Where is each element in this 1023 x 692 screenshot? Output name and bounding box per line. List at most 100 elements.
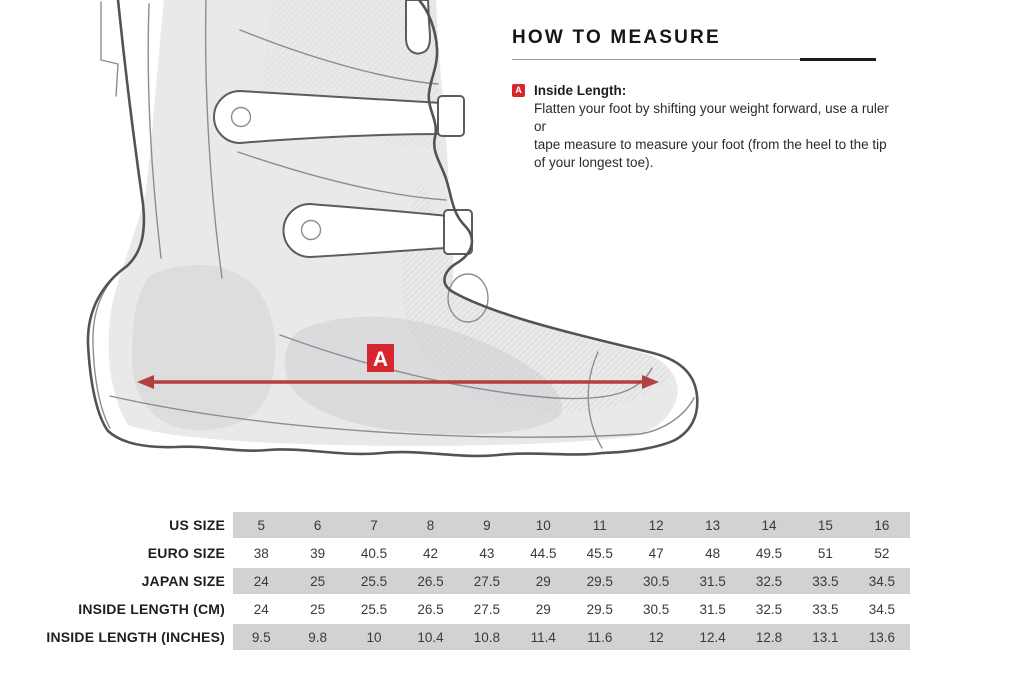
size-cell: 10 (535, 517, 551, 533)
size-cell: 13.1 (812, 629, 839, 645)
size-cell: 13.6 (868, 629, 895, 645)
size-cell: 12.4 (699, 629, 726, 645)
size-cell: 12.8 (755, 629, 783, 645)
size-row-cells: 9.5 9.8 10 10.4 10.8 11.4 11.6 12 12.4 12.8 13.1 13… (233, 624, 910, 650)
marker-a-badge: A (367, 344, 394, 372)
size-cell: 33.5 (812, 573, 839, 589)
size-cell: 38 (253, 545, 269, 561)
size-row-label: INSIDE LENGTH (INCHES) (46, 629, 225, 645)
size-cell: 6 (313, 517, 322, 533)
boot-shading-heel (132, 264, 276, 431)
size-cell: 47 (648, 545, 664, 561)
boot-top-cut-line (100, 1, 119, 97)
size-row-label: JAPAN SIZE (141, 573, 225, 589)
size-cell: 44.5 (530, 545, 557, 561)
size-cell: 40.5 (360, 545, 388, 561)
heading-rule-accent (800, 58, 876, 61)
size-cell: 13 (705, 517, 721, 533)
size-cell: 11 (592, 517, 607, 533)
size-cell: 33.5 (812, 601, 839, 617)
table-row: INSIDE LENGTH (INCHES) 9.5 9.8 10 10.4 10.8 11… (0, 623, 915, 651)
size-cell: 29.5 (586, 573, 613, 589)
size-cell: 52 (874, 545, 890, 561)
size-cell: 32.5 (755, 573, 783, 589)
boot-strap-ankle (282, 203, 449, 258)
size-row-label: US SIZE (169, 517, 225, 533)
table-row: JAPAN SIZE 24 25 25.5 26.5 27.5 29 29.5 30.5 31.5… (0, 567, 915, 595)
size-cell: 25 (310, 573, 326, 589)
size-cell: 31.5 (699, 601, 726, 617)
size-cell: 29.5 (586, 601, 613, 617)
size-cell: 29 (535, 601, 551, 617)
size-cell: 43 (479, 545, 495, 561)
size-cell: 31.5 (699, 573, 726, 589)
size-cell: 10.4 (417, 629, 444, 645)
size-cell: 27.5 (473, 573, 501, 589)
size-row-cells: 24 25 25.5 26.5 27.5 29 29.5 30.5 31.5 32.5 33.5 34… (233, 568, 910, 594)
size-cell: 30.5 (643, 573, 670, 589)
boot-arch-line (279, 334, 653, 400)
boot-buckle-upper (437, 95, 465, 137)
size-cell: 15 (817, 517, 833, 533)
boot-strap-ankle-pin (300, 219, 322, 241)
size-cell: 29 (535, 573, 551, 589)
size-cell: 12 (648, 517, 664, 533)
size-cell: 9 (483, 517, 491, 533)
size-table-rows: US SIZE 5 6 7 8 9 10 11 12 13 14 15 16 EURO SIZE 38 39 4… (0, 511, 915, 651)
size-cell: 32.5 (755, 601, 783, 617)
size-cell: 25 (310, 601, 326, 617)
boot-sole-line (109, 395, 695, 438)
size-cell: 10.8 (473, 629, 501, 645)
size-cell: 25.5 (360, 573, 388, 589)
marker-a-badge-small: A (512, 84, 525, 97)
size-cell: 26.5 (417, 573, 444, 589)
size-cell: 7 (370, 517, 378, 533)
boot-panel-line (204, 0, 223, 279)
size-cell: 34.5 (868, 573, 895, 589)
measure-item-inside-length: A Inside Length: Flatten your foot by sh… (512, 82, 892, 172)
size-cell: 30.5 (643, 601, 670, 617)
boot-outline (86, 0, 699, 458)
size-row-cells: 5 6 7 8 9 10 11 12 13 14 15 16 (233, 512, 910, 538)
size-cell: 11.6 (587, 629, 613, 645)
size-cell: 9.5 (251, 629, 271, 645)
measure-item-line: tape measure to measure your foot (from … (534, 137, 887, 152)
size-cell: 27.5 (473, 601, 501, 617)
boot-strap-upper-pin (230, 106, 252, 128)
measure-text: Inside Length: Flatten your foot by shif… (534, 82, 892, 172)
boot-toecap-line (587, 351, 603, 449)
boot-panel-line (237, 151, 447, 201)
size-cell: 48 (705, 545, 721, 561)
size-cell: 24 (253, 601, 269, 617)
boot-illustration: A (86, 0, 699, 458)
boot-panel-line (239, 29, 439, 85)
boot-strap-upper (213, 90, 443, 144)
size-row-label: EURO SIZE (147, 545, 225, 561)
boot-buckle-ankle (443, 209, 473, 255)
size-cell: 11.4 (530, 629, 556, 645)
size-cell: 45.5 (586, 545, 613, 561)
size-cell: 9.8 (308, 629, 328, 645)
size-cell: 25.5 (360, 601, 388, 617)
boot-panel-line (147, 3, 162, 259)
table-row: US SIZE 5 6 7 8 9 10 11 12 13 14 15 16 (0, 511, 915, 539)
measure-item-line: Flatten your foot by shifting your weigh… (534, 101, 889, 134)
marker-a-label: A (373, 348, 388, 371)
table-row: EURO SIZE 38 39 40.5 42 43 44.5 45.5 47 48 49.5 51 5… (0, 539, 915, 567)
table-row: INSIDE LENGTH (CM) 24 25 25.5 26.5 27.5 29 29.5… (0, 595, 915, 623)
size-cell: 34.5 (868, 601, 895, 617)
size-row-label: INSIDE LENGTH (CM) (78, 601, 225, 617)
size-cell: 8 (426, 517, 435, 533)
measure-item-line: of your longest toe). (534, 155, 654, 170)
size-row-cells: 38 39 40.5 42 43 44.5 45.5 47 48 49.5 51 52 (233, 540, 910, 566)
how-to-measure-panel: HOW TO MEASURE A Inside Length: Flatten … (512, 27, 892, 172)
size-cell: 49.5 (755, 545, 783, 561)
size-row-cells: 24 25 25.5 26.5 27.5 29 29.5 30.5 31.5 32.5 33.5 34… (233, 596, 910, 622)
size-cell: 14 (761, 517, 777, 533)
size-table: US SIZE 5 6 7 8 9 10 11 12 13 14 15 16 EURO SIZE 38 39 4… (0, 511, 915, 651)
size-cell: 51 (817, 545, 833, 561)
size-cell: 42 (422, 545, 438, 561)
measure-item-title: Inside Length: (534, 83, 627, 98)
size-cell: 12 (648, 629, 664, 645)
